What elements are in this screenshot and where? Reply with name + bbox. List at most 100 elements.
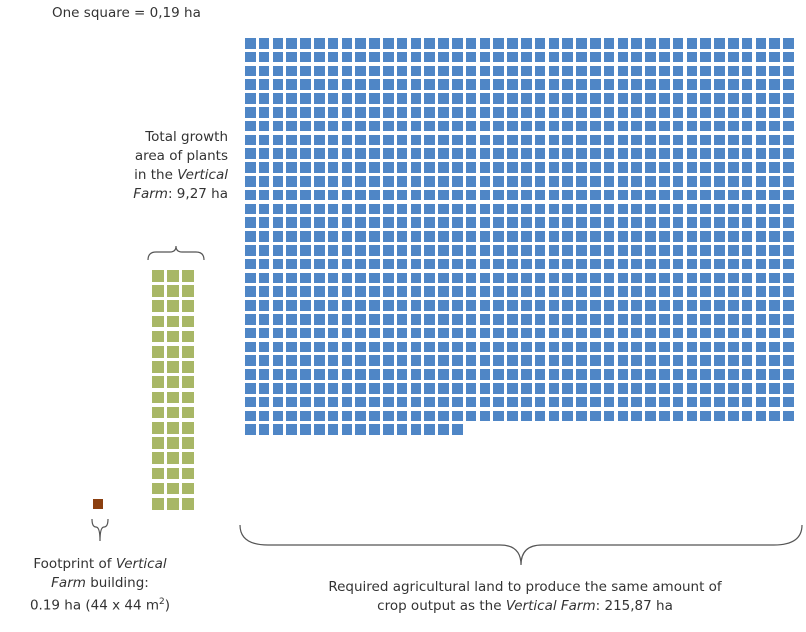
agricultural-land-square [617,51,629,63]
agricultural-land-square [258,245,270,256]
agricultural-land-square [521,396,532,408]
agricultural-land-square [562,65,573,77]
agricultural-land-square [507,245,518,256]
agricultural-land-square [369,65,380,77]
agricultural-land-square [410,134,422,146]
agricultural-land-square [493,107,504,118]
agricultural-land-square [452,148,463,159]
agricultural-land-square [341,65,353,77]
agricultural-land-square [617,341,629,353]
agricultural-land-square [383,383,394,394]
agricultural-land-square [314,65,325,77]
agricultural-land-square [755,176,767,187]
agricultural-land-square [479,148,491,159]
agricultural-land-square [369,355,380,366]
agricultural-land-square [534,272,546,284]
agricultural-land-square [590,176,601,187]
agricultural-land-square [355,355,366,366]
agricultural-land-square [645,369,656,380]
agricultural-land-square [728,272,739,284]
agricultural-land-square [383,369,394,380]
agricultural-land-square [741,93,753,104]
agricultural-land-square [286,300,297,311]
agricultural-land-square [659,245,670,256]
agricultural-land-square [590,355,601,366]
agricultural-land-square [700,79,711,90]
agricultural-land-square [548,286,560,297]
agricultural-land-square [617,162,629,173]
agricultural-land-square [245,231,256,242]
agricultural-land-square [728,51,739,63]
agricultural-land-square [728,396,739,408]
agricultural-land-square [410,107,422,118]
agricultural-land-square [341,245,353,256]
agricultural-land-square [769,369,780,380]
agricultural-land-square [755,314,767,325]
agricultural-land-square [576,51,587,63]
agricultural-land-square [493,217,504,228]
vertical-farm-square [167,406,179,419]
agricultural-land-square [369,93,380,104]
agricultural-land-square [769,355,780,366]
agricultural-land-square [341,410,353,422]
agricultural-land-square [769,396,780,408]
agricultural-land-square [452,51,463,63]
agricultural-land-square [769,176,780,187]
agricultural-land-square [700,272,711,284]
agricultural-land-square [617,203,629,215]
agricultural-land-square [534,107,546,118]
agricultural-land-square [355,258,366,270]
agricultural-land-square [300,38,311,49]
agricultural-land-square [728,162,739,173]
agricultural-land-square [452,189,463,201]
agricultural-land-square [355,300,366,311]
agricultural-land-square [548,51,560,63]
agricultural-land-square [383,134,394,146]
agricultural-land-square [286,327,297,339]
agricultural-land-square [286,134,297,146]
agricultural-land-square [728,93,739,104]
agricultural-land-square [272,341,284,353]
agricultural-land-square [383,38,394,49]
agricultural-land-square [286,176,297,187]
agricultural-land-square [327,300,339,311]
agricultural-land-square [245,341,256,353]
agricultural-land-square [603,355,615,366]
agricultural-land-square [686,231,698,242]
agricultural-land-square [272,231,284,242]
agricultural-land-square [424,383,435,394]
agricultural-land-square [562,134,573,146]
agricultural-land-square [369,51,380,63]
agricultural-land-square [714,258,725,270]
agricultural-land-square [369,231,380,242]
agricultural-land-square [369,383,380,394]
agricultural-land-square [672,38,684,49]
agricultural-land-square [617,286,629,297]
agricultural-land-square [507,176,518,187]
agricultural-land-square [769,93,780,104]
agricultural-land-square [465,107,477,118]
agricultural-land-square [562,272,573,284]
agricultural-land-square [521,383,532,394]
agricultural-land-square [327,38,339,49]
agricultural-land-square [783,65,794,77]
agricultural-land-square [700,245,711,256]
agricultural-land-square [396,148,408,159]
agricultural-land-square [672,79,684,90]
agricultural-land-square [659,314,670,325]
agricultural-land-square [631,272,642,284]
agricultural-land-square [465,383,477,394]
agricultural-land-square [286,286,297,297]
agricultural-land-square [617,38,629,49]
agricultural-land-square [631,162,642,173]
agricultural-land-square [672,300,684,311]
agricultural-land-square [465,327,477,339]
agricultural-land-square [562,93,573,104]
agricultural-land-square [314,286,325,297]
agricultural-land-square [741,355,753,366]
agricultural-land-square [286,245,297,256]
agricultural-land-square [258,314,270,325]
agricultural-land-square [507,300,518,311]
agricultural-land-square [507,51,518,63]
agricultural-land-square [327,217,339,228]
